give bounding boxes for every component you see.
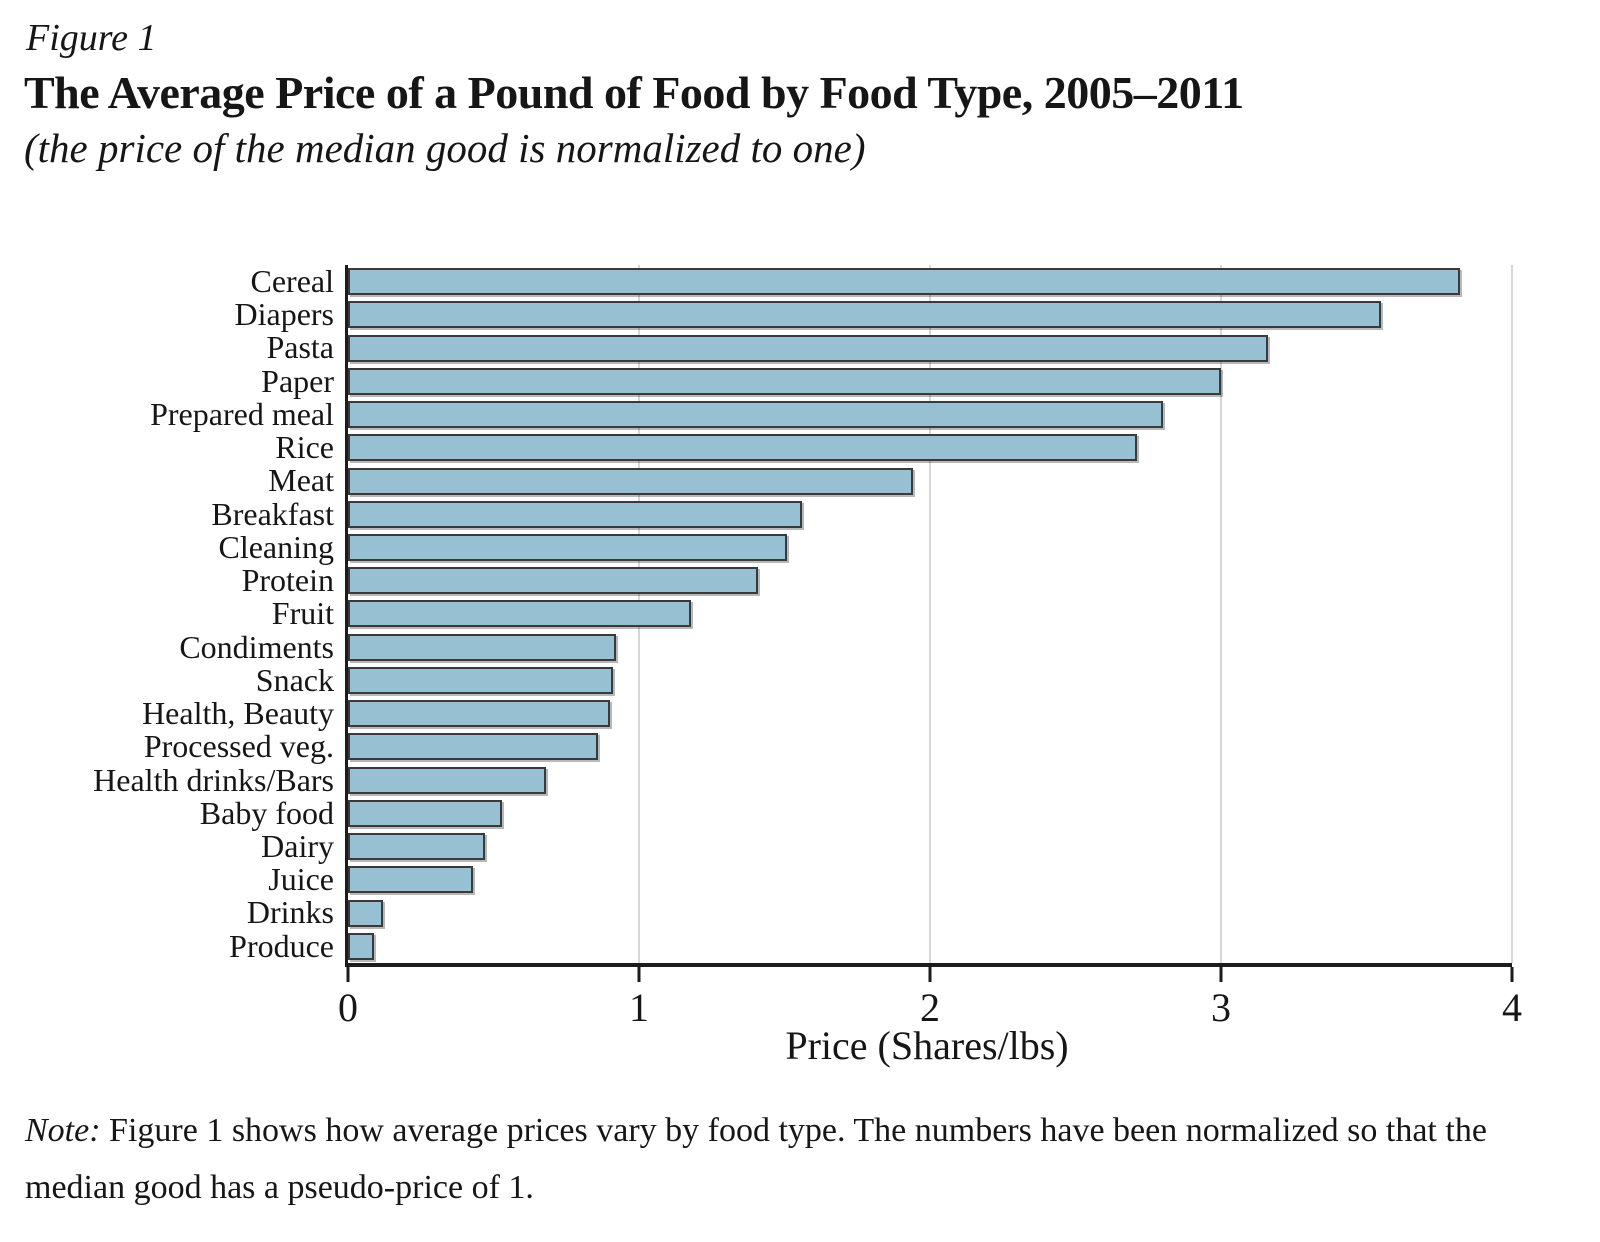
figure-title: The Average Price of a Pound of Food by … — [24, 67, 1244, 118]
bar-row — [348, 398, 1512, 431]
category-label: Health drinks/Bars — [93, 761, 334, 798]
bars — [348, 265, 1512, 963]
bar — [348, 367, 1221, 395]
category-label: Juice — [268, 861, 334, 898]
x-axis-tick — [637, 967, 641, 982]
category-label: Protein — [241, 562, 334, 599]
bar-row — [348, 896, 1512, 929]
x-axis-tick-label: 1 — [629, 985, 649, 1030]
bar-row — [348, 863, 1512, 896]
category-label: Cereal — [250, 263, 335, 299]
bar — [348, 268, 1460, 296]
bar-row — [348, 697, 1512, 730]
bar-row — [348, 265, 1512, 298]
bar — [348, 733, 599, 761]
bar — [348, 334, 1268, 362]
bar — [348, 833, 485, 861]
note-prefix: Note: — [25, 1112, 101, 1149]
bar-row — [348, 365, 1512, 398]
bar-row — [348, 797, 1512, 830]
bar-row — [348, 531, 1512, 564]
bar-row — [348, 664, 1512, 697]
x-axis-tick-label: 0 — [338, 985, 358, 1030]
category-label: Processed veg. — [143, 728, 334, 765]
bar — [348, 666, 613, 694]
bar-row — [348, 498, 1512, 531]
bar — [348, 567, 759, 595]
bar-row — [348, 564, 1512, 597]
gridline — [929, 265, 931, 963]
bar — [348, 434, 1137, 462]
bar-row — [348, 431, 1512, 464]
category-labels: Cereal Diapers Pasta Paper Prepared meal Rice… — [0, 263, 335, 964]
x-axis-tick — [346, 967, 350, 982]
bar — [348, 932, 375, 960]
category-label: Condiments — [179, 628, 334, 665]
category-label: Rice — [275, 429, 334, 466]
bar — [348, 633, 616, 661]
x-axis-tick-label: 2 — [920, 985, 940, 1030]
category-label: Paper — [261, 362, 334, 399]
bar — [348, 700, 610, 728]
figure-note: Note: Figure 1 shows how average prices … — [25, 1102, 1585, 1216]
x-axis-tick-label: 4 — [1502, 985, 1522, 1030]
x-axis-tick — [1510, 967, 1514, 982]
bar — [348, 301, 1382, 329]
figure-number: Figure 1 — [26, 17, 157, 59]
x-axis-title: Price (Shares/lbs) — [785, 1023, 1069, 1068]
x-axis-tick — [928, 967, 932, 982]
category-label: Baby food — [199, 794, 334, 831]
category-label: Drinks — [246, 894, 334, 931]
bar — [348, 401, 1163, 429]
bar — [348, 799, 503, 827]
bar-row — [348, 730, 1512, 763]
category-label: Produce — [229, 927, 334, 964]
category-label: Health, Beauty — [142, 695, 334, 732]
category-label: Cleaning — [218, 528, 334, 565]
bar — [348, 533, 788, 561]
bar-row — [348, 830, 1512, 863]
bar — [348, 600, 692, 628]
bar — [348, 500, 802, 528]
bar-row — [348, 631, 1512, 664]
note-text: Figure 1 shows how average prices vary b… — [25, 1112, 1487, 1206]
bar — [348, 866, 474, 894]
x-axis-tick-label: 3 — [1211, 985, 1231, 1030]
gridline — [1220, 265, 1222, 963]
figure-subtitle: (the price of the median good is normali… — [24, 125, 866, 171]
bar-row — [348, 298, 1512, 331]
bar — [348, 467, 913, 495]
category-label: Snack — [255, 661, 334, 698]
category-label: Pasta — [266, 329, 334, 366]
category-label: Prepared meal — [150, 395, 334, 432]
bar-row — [348, 331, 1512, 364]
category-label: Meat — [268, 462, 334, 499]
bar-row — [348, 930, 1512, 963]
category-label: Fruit — [271, 595, 334, 632]
bar-row — [348, 464, 1512, 497]
gridline — [1511, 265, 1513, 963]
category-label: Diapers — [234, 296, 334, 333]
category-label: Dairy — [261, 827, 334, 864]
category-label: Breakfast — [211, 495, 334, 532]
bar — [348, 766, 546, 794]
x-axis-tick — [1219, 967, 1223, 982]
bar — [348, 899, 383, 927]
bar-row — [348, 764, 1512, 797]
bar-chart-plot-area: 0 1 2 3 4 — [338, 265, 1522, 1029]
bar-row — [348, 597, 1512, 630]
